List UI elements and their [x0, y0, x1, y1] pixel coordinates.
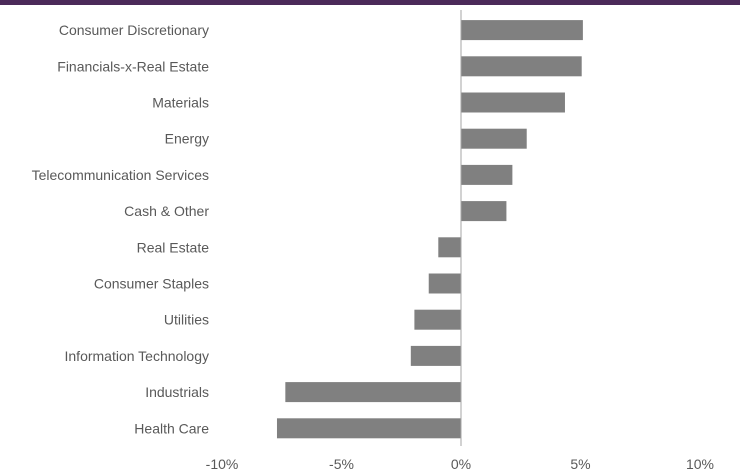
bar-telecommunication-services — [461, 164, 513, 185]
category-label: Consumer Staples — [94, 276, 209, 292]
bar-consumer-discretionary — [461, 20, 583, 41]
bar-materials — [461, 92, 565, 113]
x-tick-label: -10% — [206, 456, 239, 472]
x-tick-labels: -10% -5% 0% 5% 10% — [206, 456, 714, 472]
bar-industrials — [285, 382, 461, 403]
category-label: Telecommunication Services — [32, 167, 209, 183]
category-label: Health Care — [134, 420, 209, 436]
bar-information-technology — [410, 345, 461, 366]
category-label: Information Technology — [65, 348, 210, 364]
bar-consumer-staples — [428, 273, 461, 294]
bars-group — [276, 20, 583, 439]
category-label: Energy — [165, 131, 209, 147]
category-label: Utilities — [164, 312, 209, 328]
category-label: Real Estate — [137, 239, 210, 255]
category-labels: Consumer Discretionary Financials-x-Real … — [32, 22, 210, 436]
category-label: Materials — [152, 95, 209, 111]
bar-utilities — [414, 309, 461, 330]
category-label: Cash & Other — [124, 203, 209, 219]
category-label: Consumer Discretionary — [59, 22, 209, 38]
top-accent-band — [0, 0, 740, 5]
bar-cash-other — [461, 201, 507, 222]
x-tick-label: 10% — [686, 456, 714, 472]
x-tick-label: 0% — [451, 456, 471, 472]
category-label: Financials-x-Real Estate — [57, 58, 209, 74]
category-label: Industrials — [145, 384, 209, 400]
bar-financials-x-real-estate — [461, 56, 582, 77]
bar-real-estate — [438, 237, 461, 258]
bar-health-care — [276, 418, 461, 439]
x-tick-label: -5% — [329, 456, 354, 472]
bar-energy — [461, 128, 527, 149]
x-tick-label: 5% — [570, 456, 590, 472]
